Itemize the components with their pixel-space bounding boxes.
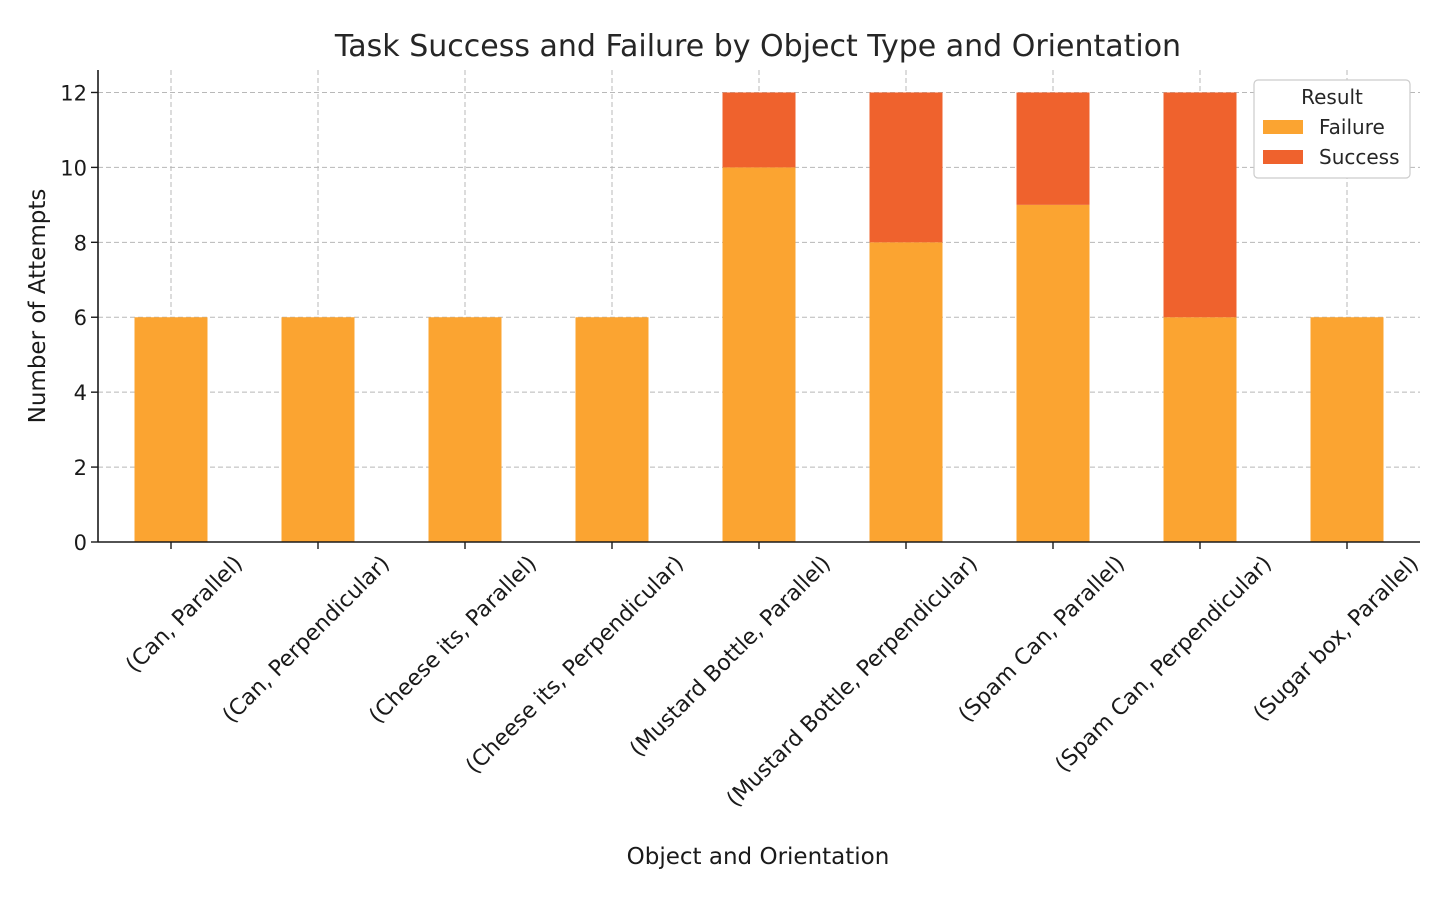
y-axis-label: Number of Attempts (25, 189, 51, 424)
chart-title: Task Success and Failure by Object Type … (334, 29, 1181, 64)
y-tick-label: 4 (74, 381, 87, 405)
legend-swatch-failure (1263, 120, 1303, 134)
x-tick-label: (Can, Parallel) (121, 551, 248, 678)
bar-failure (869, 242, 943, 543)
y-tick-label: 0 (74, 531, 87, 555)
bar-success (722, 92, 796, 168)
legend: Result Failure Success (1253, 79, 1411, 179)
x-tick-label: (Spam Can, Parallel) (954, 551, 1130, 727)
y-tick-label: 8 (74, 231, 87, 255)
bar-success (1163, 92, 1237, 318)
x-tick-layer: (Can, Parallel)(Can, Perpendicular)(Chee… (121, 542, 1424, 812)
bar-failure (575, 317, 649, 542)
x-tick-label: (Mustard Bottle, Perpendicular) (722, 551, 983, 812)
bar-failure (722, 167, 796, 542)
legend-title: Result (1301, 85, 1363, 109)
bar-failure (1016, 204, 1090, 542)
x-axis-label: Object and Orientation (627, 844, 890, 870)
bar-failure (428, 317, 502, 542)
bar-failure (1310, 317, 1384, 542)
x-tick-label: (Cheese its, Parallel) (365, 551, 542, 728)
y-tick-label: 12 (60, 81, 87, 105)
legend-swatch-success (1263, 150, 1303, 164)
bar-failure (1163, 317, 1237, 542)
x-tick-label: (Can, Perpendicular) (218, 551, 395, 728)
legend-label-success: Success (1319, 145, 1400, 169)
y-tick-label: 6 (74, 306, 87, 330)
bar-layer (134, 92, 1384, 543)
y-tick-label: 10 (60, 156, 87, 180)
y-tick-label: 2 (74, 456, 87, 480)
legend-label-failure: Failure (1319, 115, 1385, 139)
legend-items: Failure Success (1263, 115, 1400, 169)
y-tick-layer: 0 2 4 6 8 10 12 (60, 81, 98, 555)
bar-failure (134, 317, 208, 542)
bar-success (1016, 92, 1090, 205)
bar-success (869, 92, 943, 243)
bar-failure (281, 317, 355, 542)
x-tick-label: (Sugar box, Parallel) (1249, 551, 1424, 726)
